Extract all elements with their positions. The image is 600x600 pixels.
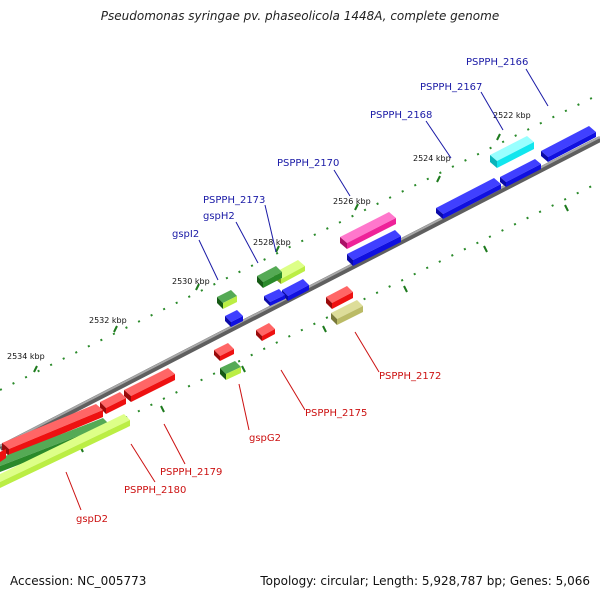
gene-pspph-2166[interactable] <box>541 126 596 162</box>
label-pspph-2166: PSPPH_2166 <box>466 57 528 68</box>
leader-lines-blue <box>198 68 549 281</box>
gene-pspph-2170[interactable] <box>340 212 396 249</box>
label-pspph-2179: PSPPH_2179 <box>160 467 222 478</box>
label-gspi2: gspI2 <box>172 229 199 240</box>
scale-label-2534: 2534 kbp <box>7 352 45 361</box>
gene-pspph-2178[interactable] <box>124 368 175 402</box>
gene-pspph-2172[interactable] <box>331 300 363 325</box>
label-gspd2: gspD2 <box>76 514 108 525</box>
scale-label-2522: 2522 kbp <box>493 111 531 120</box>
gene-pspph-2167[interactable] <box>490 136 534 168</box>
scale-label-2532: 2532 kbp <box>89 316 127 325</box>
label-pspph-2175: PSPPH_2175 <box>305 408 367 419</box>
label-pspph-2173: PSPPH_2173 <box>203 195 265 206</box>
gene-red-small-a[interactable] <box>214 343 234 361</box>
gene-gspi2[interactable] <box>217 290 237 309</box>
label-pspph-2172: PSPPH_2172 <box>379 371 441 382</box>
gene-blue-small-b[interactable] <box>264 289 285 306</box>
gene-pspph-2175[interactable] <box>256 323 275 341</box>
accession-label: Accession: NC_005773 <box>10 574 147 588</box>
genome-summary: Topology: circular; Length: 5,928,787 bp… <box>260 574 590 588</box>
map-title: Pseudomonas syringae pv. phaseolicola 14… <box>100 9 500 23</box>
gene-pspph-2168[interactable] <box>500 159 541 187</box>
scale-track-upper <box>0 93 600 391</box>
leader-lines-red <box>65 331 380 511</box>
scale-label-2530: 2530 kbp <box>172 277 210 286</box>
scale-label-2526: 2526 kbp <box>333 197 371 206</box>
gene-gsph2[interactable] <box>257 266 282 288</box>
gene-pspph-2169[interactable] <box>436 178 501 219</box>
label-gspg2: gspG2 <box>249 433 281 444</box>
scale-label-2528: 2528 kbp <box>253 238 291 247</box>
gene-pspph-2174[interactable] <box>326 286 353 309</box>
label-pspph-2180: PSPPH_2180 <box>124 485 186 496</box>
gene-red-edge[interactable] <box>0 449 6 462</box>
gene-gspe2[interactable] <box>0 414 130 488</box>
gene-gspg2[interactable] <box>220 361 241 380</box>
scale-label-2524: 2524 kbp <box>413 154 451 163</box>
gene-blue-small-c[interactable] <box>225 310 243 327</box>
label-pspph-2168: PSPPH_2168 <box>370 110 432 121</box>
label-gsph2: gspH2 <box>203 211 235 222</box>
gene-pspph-2179[interactable] <box>100 392 126 414</box>
major-ticks-upper <box>33 133 501 373</box>
label-pspph-2167: PSPPH_2167 <box>420 82 482 93</box>
label-pspph-2170: PSPPH_2170 <box>277 158 339 169</box>
gene-pspph-2171[interactable] <box>347 230 401 266</box>
